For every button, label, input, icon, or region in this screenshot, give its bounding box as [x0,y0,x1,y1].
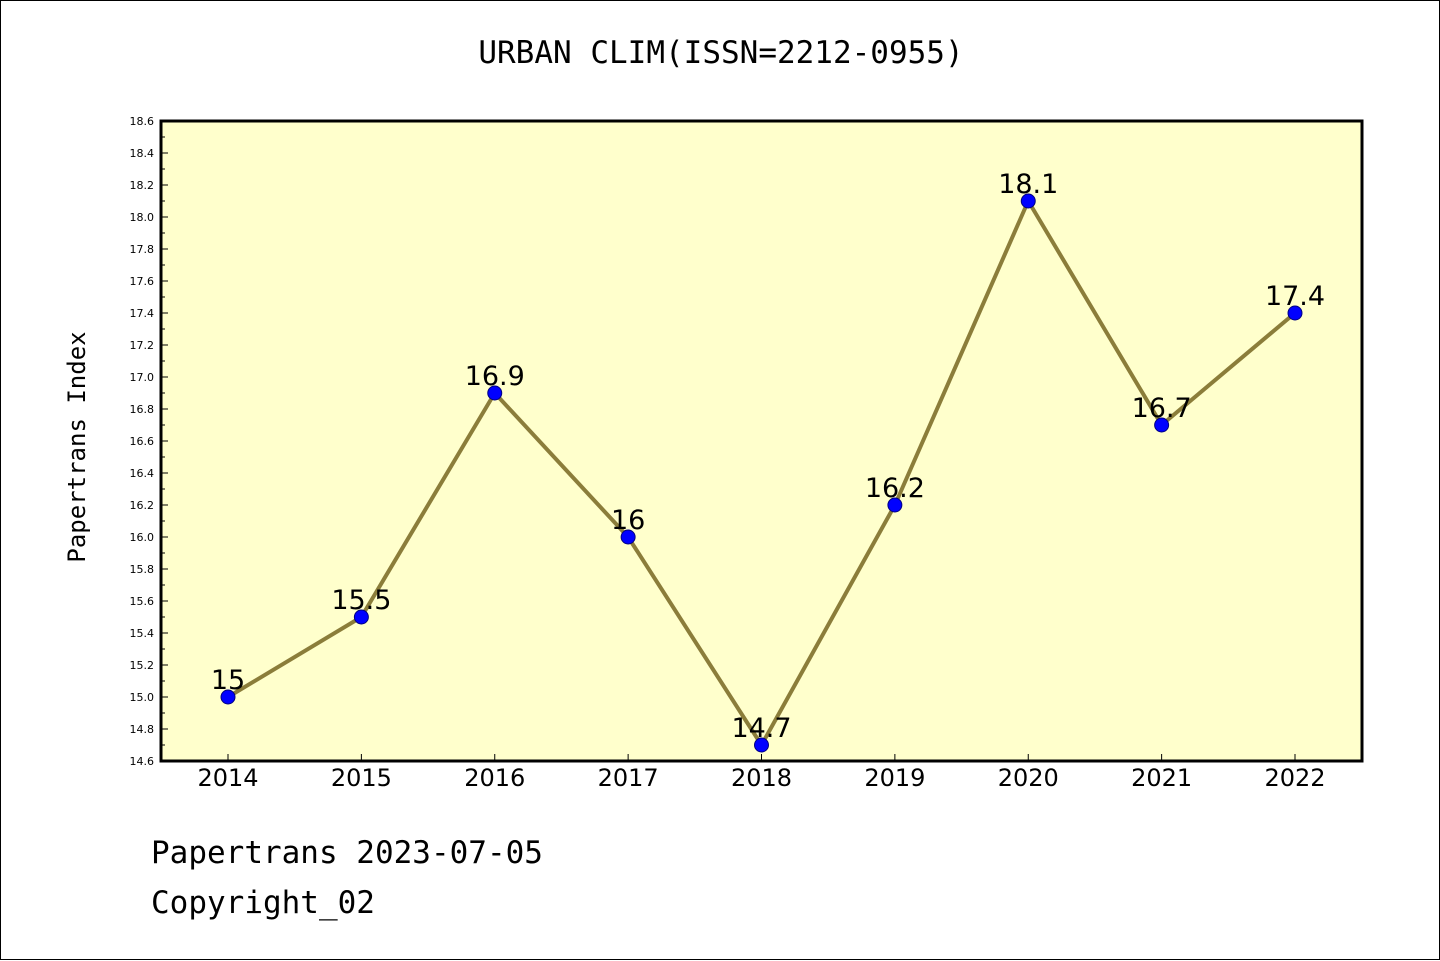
y-tick-label: 15.8 [130,563,155,576]
y-tick-label: 17.4 [130,307,155,320]
x-tick-label: 2019 [864,764,925,792]
data-point [1020,193,1036,209]
y-tick-label: 17.0 [130,371,155,384]
data-point [620,529,636,545]
y-tick-label: 16.2 [130,499,155,512]
x-tick-label: 2018 [731,764,792,792]
series-layer [220,193,1303,753]
y-tick-label: 17.8 [130,243,155,256]
data-label: 16 [611,505,645,536]
data-point [1154,417,1170,433]
y-tick-label: 17.6 [130,275,155,288]
y-tick-label: 15.4 [130,627,155,640]
y-tick-label: 14.6 [130,755,155,768]
x-tick-label: 2015 [331,764,392,792]
y-tick-label: 16.0 [130,531,155,544]
y-tick-label: 16.8 [130,403,155,416]
y-tick-label: 14.8 [130,723,155,736]
y-tick-label: 18.0 [130,211,155,224]
chart-title: URBAN CLIM(ISSN=2212-0955) [478,35,964,71]
data-label: 16.2 [865,473,925,504]
data-point [1287,305,1303,321]
x-axis: 2014 2015 2016 2017 2018 2019 2020 2021 2022 [197,754,1326,792]
y-axis: 14.6 14.8 15.0 15.2 15.4 15.6 15.8 16.0 16.2 16.4… [130,115,168,768]
data-label: 14.7 [731,713,791,744]
data-point [754,737,769,753]
data-labels: 15 15.5 16.9 16 14.7 16.2 18.1 16.7 17.4 [211,169,1325,744]
data-point [887,497,903,513]
x-tick-label: 2022 [1264,764,1325,792]
data-label: 15.5 [331,585,391,616]
footer-copyright: Copyright_02 [151,885,375,921]
plot-area [159,119,1364,763]
x-tick-label: 2017 [598,764,659,792]
y-tick-label: 18.4 [130,147,155,160]
data-label: 16.9 [465,361,525,392]
x-tick-label: 2021 [1131,764,1192,792]
y-tick-label: 18.6 [130,115,155,128]
y-tick-label: 18.2 [130,179,155,192]
data-label: 16.7 [1132,393,1192,424]
y-tick-label: 16.6 [130,435,155,448]
y-tick-label: 15.2 [130,659,155,672]
x-tick-label: 2014 [197,764,258,792]
y-tick-label: 16.4 [130,467,155,480]
data-point [487,385,503,401]
y-tick-label: 15.6 [130,595,155,608]
y-tick-label: 17.2 [130,339,155,352]
data-point [220,689,236,705]
x-tick-label: 2016 [464,764,525,792]
footer-date: Papertrans 2023-07-05 [151,835,543,871]
x-tick-label: 2020 [998,764,1059,792]
y-tick-label: 15.0 [130,691,155,704]
data-label: 18.1 [998,169,1058,200]
data-point [353,609,369,625]
data-label: 15 [211,665,245,696]
data-label: 17.4 [1265,281,1325,312]
